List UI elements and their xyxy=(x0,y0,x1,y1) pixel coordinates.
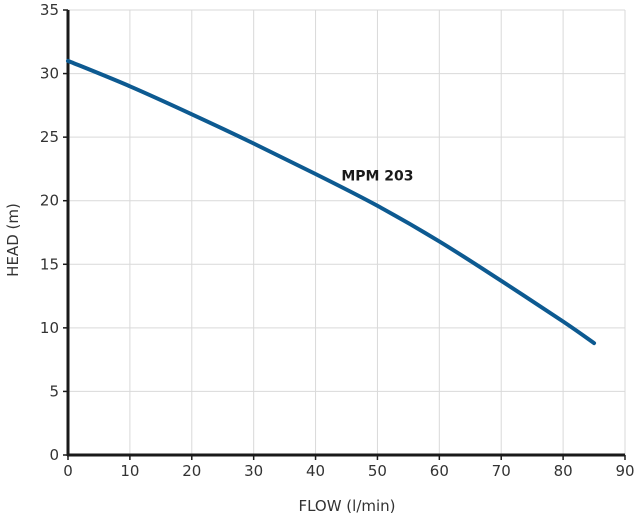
y-axis-title: HEAD (m) xyxy=(4,203,22,277)
grid-lines xyxy=(68,9,626,455)
y-tick-label: 25 xyxy=(40,128,59,146)
x-tick-label: 90 xyxy=(615,462,634,480)
series-line-mpm-203 xyxy=(66,58,597,346)
y-tick-label: 10 xyxy=(40,319,59,337)
x-tick-label: 20 xyxy=(182,462,201,480)
y-tick-label: 30 xyxy=(40,65,59,83)
x-tick-label: 70 xyxy=(492,462,511,480)
tick-labels: 0 10 20 30 40 50 60 70 80 90 0 5 10 15 20 25 30 35 xyxy=(40,1,635,480)
y-tick-label: 35 xyxy=(40,1,59,19)
y-tick-label: 15 xyxy=(40,255,59,273)
x-tick-label: 60 xyxy=(430,462,449,480)
x-tick-label: 30 xyxy=(244,462,263,480)
y-tick-label: 5 xyxy=(49,382,59,400)
x-tick-label: 0 xyxy=(63,462,73,480)
axes xyxy=(63,9,626,460)
x-tick-label: 40 xyxy=(306,462,325,480)
y-tick-label: 0 xyxy=(49,446,59,464)
x-tick-label: 10 xyxy=(120,462,139,480)
x-tick-label: 80 xyxy=(554,462,573,480)
y-tick-label: 20 xyxy=(40,192,59,210)
x-axis-title: FLOW (l/min) xyxy=(298,497,395,515)
series-layer: MPM 203 xyxy=(66,58,597,346)
series-label-mpm-203: MPM 203 xyxy=(341,168,413,184)
x-tick-label: 50 xyxy=(368,462,387,480)
